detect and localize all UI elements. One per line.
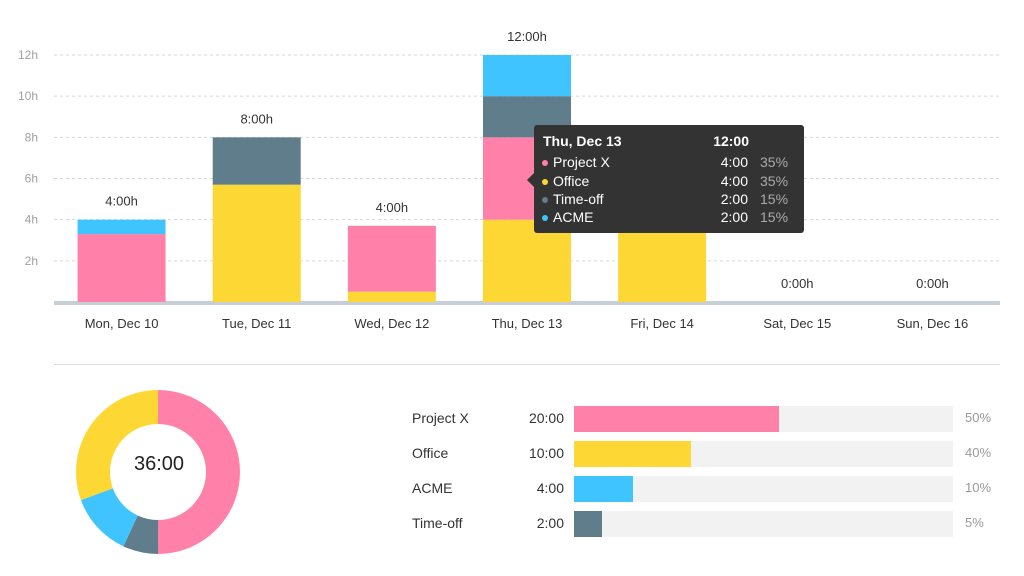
bar-segment: [212, 184, 301, 302]
donut-slice: [76, 390, 158, 501]
bar-segment: [77, 234, 166, 302]
tooltip-row-name: Project X: [553, 154, 610, 170]
bar-segment: [347, 291, 436, 302]
bar-total-label: 12:00h: [507, 29, 547, 44]
section-divider: [54, 364, 1000, 365]
tooltip-title: Thu, Dec 13: [543, 133, 622, 149]
tooltip-header: Thu, Dec 13 12:00: [543, 133, 749, 149]
tooltip-row-percent: 15%: [760, 209, 789, 225]
y-tick-label: 12h: [18, 48, 38, 62]
tooltip-row-percent: 15%: [760, 191, 789, 207]
summary-track: [574, 441, 953, 467]
summary-fill-bar: [574, 406, 779, 432]
donut-total-label: 36:00: [133, 453, 185, 475]
bar-segment: [618, 219, 707, 302]
x-tick-label: Mon, Dec 10: [85, 316, 159, 331]
bar-segment: [483, 55, 571, 97]
tooltip-row-name: Office: [553, 173, 590, 189]
bar-segment: [347, 225, 436, 292]
bar-total-label: 0:00h: [781, 276, 814, 291]
y-tick-label: 8h: [25, 130, 38, 144]
x-tick-label: Wed, Dec 12: [354, 316, 429, 331]
summary-label: Project X: [412, 410, 469, 426]
tooltip-row-percent: 35%: [760, 154, 789, 170]
summary-label: Time-off: [412, 515, 463, 531]
summary-fill-bar: [574, 441, 692, 467]
x-tick-label: Thu, Dec 13: [492, 316, 563, 331]
bar-segment: [77, 219, 166, 235]
summary-percent: 5%: [965, 515, 984, 530]
bar-segment: [483, 219, 571, 302]
tooltip-row-percent: 35%: [760, 173, 789, 189]
summary-time: 20:00: [528, 410, 564, 426]
bar-total-label: 4:00h: [376, 200, 409, 215]
summary-time: 2:00: [536, 515, 564, 531]
summary-row-office[interactable]: Office 10:00 40%: [412, 441, 1002, 467]
tooltip-row: Project X 4:00 35%: [542, 154, 792, 172]
summary-label: Office: [412, 445, 449, 461]
summary-fill-bar: [574, 476, 633, 502]
tooltip-row: ACME 2:00 15%: [542, 209, 792, 227]
legend-dot-icon: [542, 215, 548, 221]
summary-row-time-off[interactable]: Time-off 2:00 5%: [412, 511, 1002, 537]
bar-total-label: 4:00h: [105, 194, 138, 209]
summary-label: ACME: [412, 480, 453, 496]
tooltip-arrow: [527, 173, 534, 187]
y-tick-label: 2h: [25, 254, 38, 268]
tooltip-row-time: 4:00: [720, 154, 748, 170]
donut-slice: [80, 488, 138, 547]
summary-percent: 10%: [965, 480, 992, 495]
x-tick-label: Tue, Dec 11: [222, 316, 291, 331]
bar-total-label: 0:00h: [916, 276, 949, 291]
tooltip-row-name: ACME: [553, 209, 594, 225]
donut-slice: [123, 515, 158, 554]
tooltip-row-time: 2:00: [720, 191, 748, 207]
day-tooltip: Thu, Dec 13 12:00 Project X 4:00 35% Off…: [527, 125, 804, 233]
tooltip-row: Time-off 2:00 15%: [542, 191, 792, 209]
tooltip-row-time: 4:00: [720, 173, 748, 189]
tooltip-total: 12:00: [713, 133, 749, 149]
bar-total-label: 8:00h: [240, 111, 273, 126]
summary-percent: 40%: [965, 445, 992, 460]
summary-time: 10:00: [528, 445, 564, 461]
summary-track: [574, 406, 953, 432]
y-tick-label: 10h: [18, 89, 38, 103]
y-tick-label: 4h: [25, 213, 38, 227]
tooltip-row-time: 2:00: [720, 209, 748, 225]
summary-track: [574, 476, 953, 502]
x-tick-label: Fri, Dec 14: [630, 316, 694, 331]
donut-chart: [76, 390, 240, 554]
legend-dot-icon: [542, 160, 548, 166]
donut-slice: [158, 390, 240, 554]
summary-percent: 50%: [965, 410, 992, 425]
summary-row-acme[interactable]: ACME 4:00 10%: [412, 476, 1002, 502]
summary-time: 4:00: [536, 480, 564, 496]
tooltip-row-name: Time-off: [553, 191, 604, 207]
legend-dot-icon: [542, 179, 548, 185]
summary-track: [574, 511, 953, 537]
tooltip-row: Office 4:00 35%: [542, 173, 792, 191]
legend-dot-icon: [542, 197, 548, 203]
summary-fill-bar: [574, 511, 603, 537]
y-tick-label: 6h: [25, 172, 38, 186]
summary-row-project-x[interactable]: Project X 20:00 50%: [412, 406, 1002, 432]
x-tick-label: Sun, Dec 16: [897, 316, 969, 331]
bar-segment: [212, 137, 301, 185]
stacked-bar-chart: 2h 4h 6h 8h 10h 12h 4:00h Mon, Dec 10 8:00h Tue, …: [18, 29, 1000, 331]
x-tick-label: Sat, Dec 15: [763, 316, 831, 331]
